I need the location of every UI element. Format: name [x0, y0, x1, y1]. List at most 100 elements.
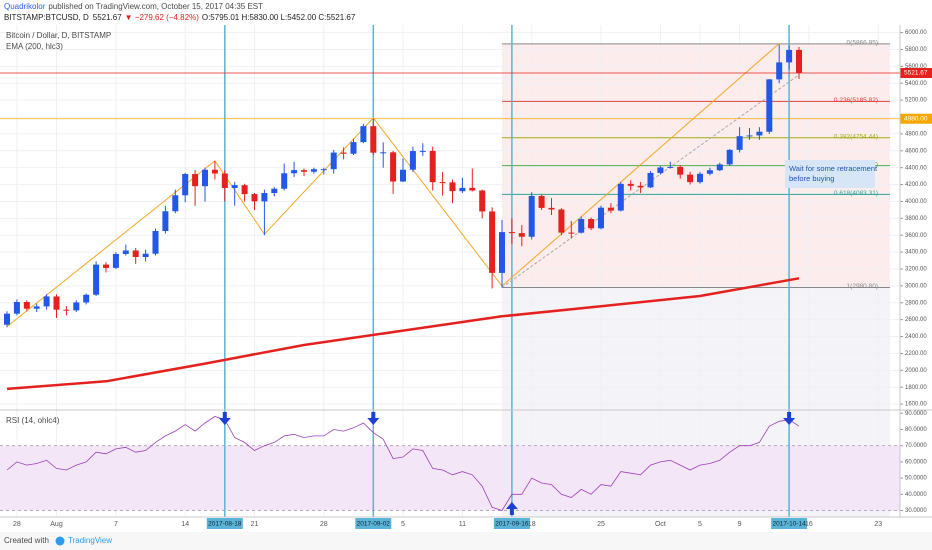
candle-body [93, 264, 100, 295]
candle-body [350, 142, 357, 154]
candle-body [667, 166, 674, 168]
x-tick-label: 21 [251, 521, 259, 528]
candle-body [182, 174, 189, 196]
x-tick-label: 28 [320, 521, 328, 528]
y-tick-label: 50.0000 [905, 476, 927, 482]
candle-body [152, 231, 159, 254]
publisher[interactable]: Quadrikolor [4, 2, 46, 11]
x-tick-label: 11 [459, 521, 466, 528]
candle-body [63, 309, 70, 311]
y-tick-label: 2400.00 [905, 334, 927, 340]
candle-body [598, 207, 604, 229]
candle-body [687, 174, 694, 183]
candle-body [370, 126, 377, 153]
rsi-title: RSI (14, ohlc4) [6, 416, 60, 425]
candle-body [172, 195, 179, 212]
change: ▼ −279.62 (−4.82%) [125, 13, 200, 22]
candle-body [489, 211, 496, 273]
y-tick-label: 3000.00 [905, 283, 927, 289]
x-tick-label: 2017-10-14 [772, 521, 806, 528]
x-tick-label: 9 [738, 521, 742, 528]
candle-body [786, 49, 793, 63]
y-tick-label: 1600.00 [905, 402, 927, 408]
y-tick-label: 3800.00 [905, 216, 927, 222]
candle-body [736, 136, 743, 150]
candle-body [112, 253, 119, 268]
candle-body [796, 49, 802, 73]
candle-body [578, 219, 585, 233]
candle-body [627, 183, 634, 186]
x-tick-label: 7 [114, 521, 118, 528]
candle-body [588, 219, 595, 229]
candle-body [83, 294, 90, 303]
x-tick-highlight [355, 518, 392, 529]
candle-body [33, 306, 40, 309]
candle-body [310, 169, 317, 172]
candle-body [301, 170, 307, 172]
y-tick-label: 4600.00 [905, 148, 927, 154]
candle-body [122, 250, 129, 254]
last-price: 5521.67 [93, 13, 122, 22]
candle-body [360, 126, 367, 143]
y-tick-label: 4400.00 [905, 165, 927, 171]
x-tick-label: 2017-09-16 [495, 521, 529, 528]
candle-body [23, 302, 30, 309]
y-tick-label: 60.0000 [905, 459, 927, 465]
candle-body [508, 232, 515, 234]
candle-body [637, 185, 644, 188]
price-label-box [900, 67, 932, 78]
candle-body [706, 170, 713, 174]
footer-brand[interactable]: TradingView [68, 536, 112, 545]
y-tick-label: 30.0000 [905, 508, 927, 514]
y-tick-label: 2600.00 [905, 317, 927, 323]
annotation-text: Wait for some retracement [789, 164, 878, 173]
arrow [505, 502, 518, 515]
candle-body [291, 170, 298, 174]
zigzag [6, 43, 780, 327]
fib-label: 0(5866.95) [847, 40, 878, 47]
annotation-text: before buying [789, 174, 834, 183]
y-tick-label: 90.0000 [905, 411, 927, 417]
candle-body [716, 164, 723, 171]
candle-body [271, 188, 278, 194]
candle-body [449, 182, 456, 192]
candle-body [558, 209, 565, 233]
candle-body [647, 172, 654, 188]
x-tick-highlight [206, 518, 243, 529]
arrow [218, 412, 231, 425]
candle-body [251, 194, 258, 202]
x-tick-label: 16 [805, 521, 813, 528]
candle-body [390, 152, 397, 182]
fib-label: 0.618(4083.31) [834, 190, 878, 197]
y-tick-label: 3200.00 [905, 267, 927, 273]
candle-body [380, 152, 387, 154]
candle-body [241, 185, 248, 195]
candle-body [568, 232, 575, 234]
candle-body [657, 167, 664, 173]
x-tick-label: 23 [874, 521, 882, 528]
y-tick-label: 80.0000 [905, 427, 927, 433]
footer-created: Created with [4, 536, 49, 545]
candle-body [320, 169, 327, 171]
price-axis [900, 25, 932, 517]
candle-body [518, 233, 525, 237]
y-tick-label: 3600.00 [905, 233, 927, 239]
candle-body [756, 131, 763, 136]
tv-logo [55, 536, 65, 546]
y-tick-label: 70.0000 [905, 443, 927, 449]
candle-body [677, 166, 684, 175]
x-tick-highlight [771, 518, 808, 529]
candle-body [330, 152, 337, 170]
price-label: 5521.67 [904, 70, 928, 77]
symbol: BITSTAMP:BTCUSD, D [4, 13, 89, 22]
price-label: 4980.00 [904, 115, 928, 122]
arrow [783, 412, 796, 425]
candle-body [261, 193, 268, 202]
y-tick-label: 5800.00 [905, 47, 927, 53]
annotation-box [785, 160, 875, 188]
published: published on TradingView.com, October 15… [48, 2, 263, 11]
candle-body [697, 173, 703, 183]
y-tick-label: 4200.00 [905, 182, 927, 188]
y-tick-label: 40.0000 [905, 492, 927, 498]
candle-body [340, 152, 347, 154]
